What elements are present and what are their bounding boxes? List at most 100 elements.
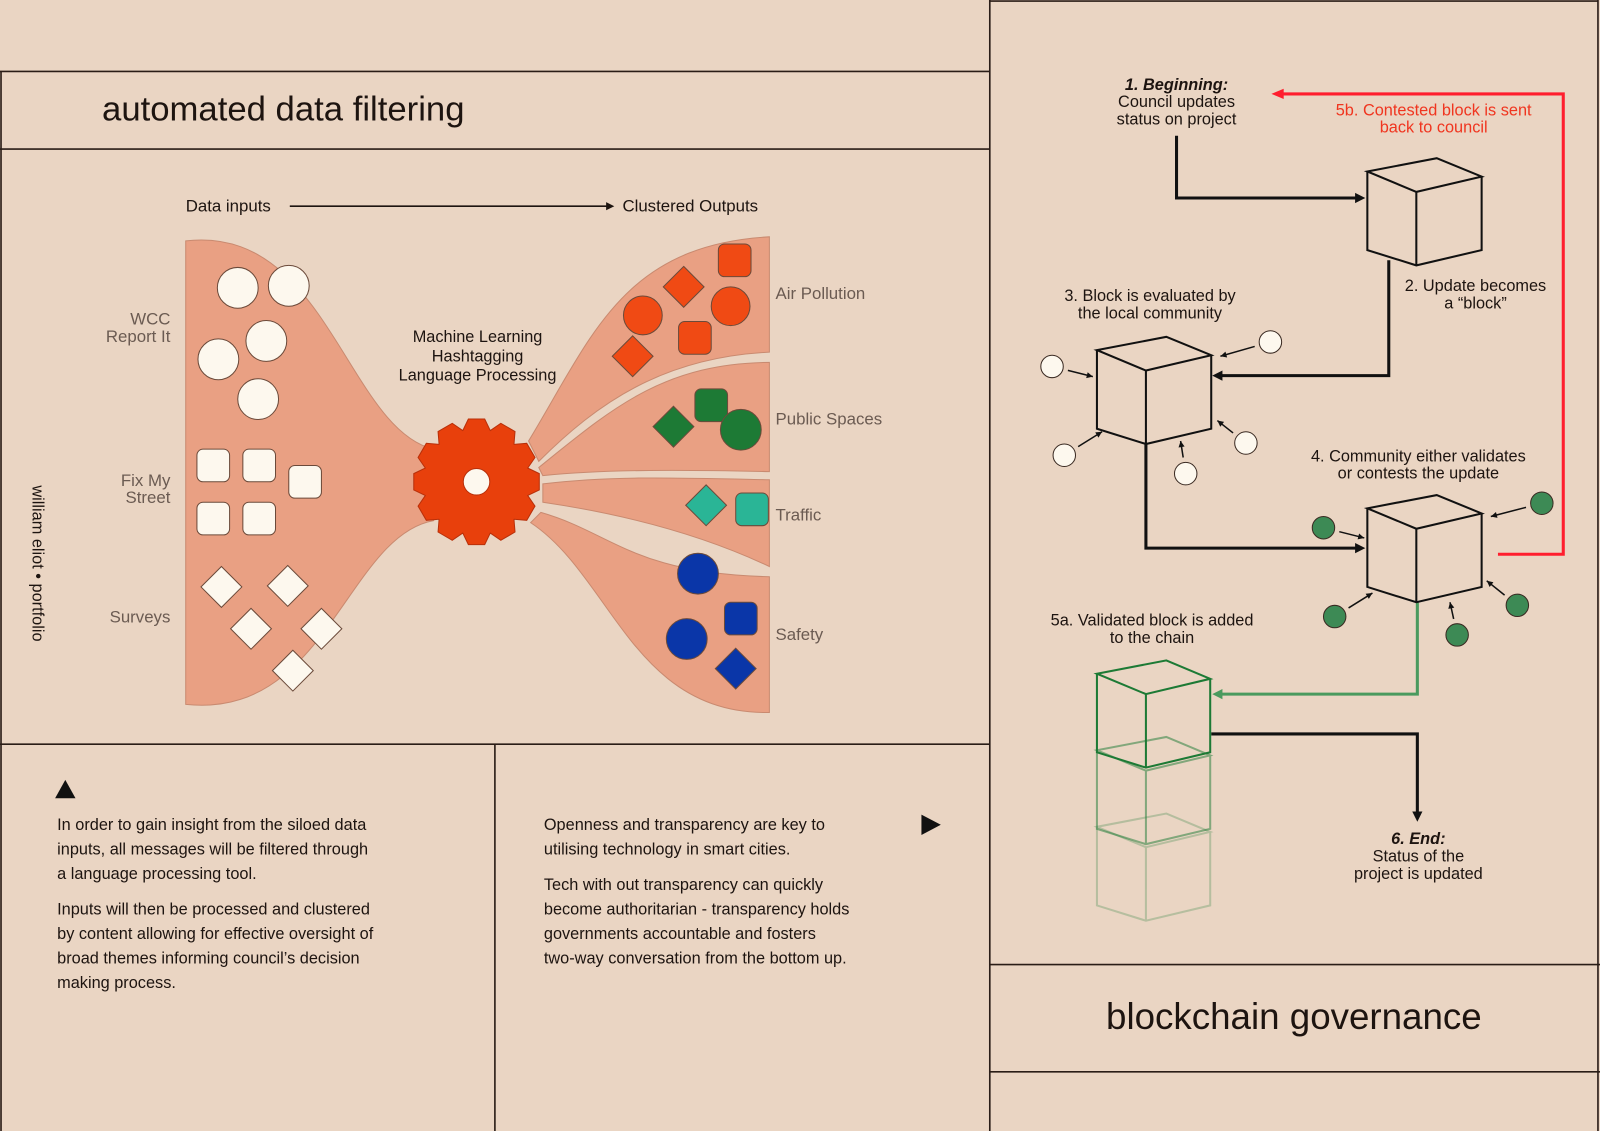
community-members bbox=[1040, 330, 1554, 647]
input-label: Street bbox=[126, 488, 171, 507]
output-label: Safety bbox=[776, 625, 824, 644]
step4-text: or contests the update bbox=[1338, 465, 1499, 483]
arrow-heads bbox=[1212, 88, 1423, 822]
vote-arrow-head bbox=[1217, 420, 1225, 427]
arrow-council-to-block bbox=[1175, 135, 1358, 200]
input-circle bbox=[197, 338, 240, 381]
input-square bbox=[242, 448, 277, 483]
flow-end-label: Clustered Outputs bbox=[622, 196, 758, 215]
vote-arrow-head bbox=[1448, 602, 1455, 609]
community-member-icon bbox=[1530, 491, 1554, 515]
community-member-icon bbox=[1445, 623, 1469, 647]
step-labels: 1. Beginning: Council updates status on … bbox=[1051, 76, 1547, 883]
input-label: Fix My bbox=[121, 471, 171, 490]
arrow-evaluation-to-vote bbox=[1144, 444, 1358, 550]
step6-heading: 6. End: bbox=[1391, 830, 1445, 848]
arrow-contested bbox=[1281, 92, 1565, 556]
block-update bbox=[1363, 157, 1485, 267]
input-label: Report It bbox=[106, 327, 171, 346]
block-evaluation bbox=[1093, 335, 1215, 446]
step5b-text: 5b. Contested block is sent bbox=[1336, 101, 1532, 119]
step2-text: 2. Update becomes bbox=[1405, 277, 1546, 295]
portfolio-credit: william eliot • portfolio bbox=[29, 484, 47, 641]
output-labels: Air Pollution Public Spaces Traffic Safe… bbox=[776, 284, 883, 644]
blocks bbox=[1093, 157, 1485, 922]
flow-connectors bbox=[1144, 92, 1565, 814]
vote-arrow-head bbox=[1357, 533, 1365, 540]
chain-block-faded bbox=[1093, 735, 1214, 846]
air-square bbox=[717, 243, 752, 278]
paragraph-line: In order to gain insight from the siloed… bbox=[57, 816, 367, 834]
input-circle bbox=[237, 378, 280, 421]
flow-arrow-head bbox=[606, 202, 615, 211]
safety-square bbox=[723, 601, 758, 636]
vote-arrow-head bbox=[1095, 431, 1103, 438]
arrow-validated bbox=[1220, 602, 1419, 696]
text-column-1: In order to gain insight from the siloed… bbox=[57, 816, 374, 992]
input-label: Surveys bbox=[110, 608, 171, 627]
step3-text: 3. Block is evaluated by bbox=[1064, 287, 1236, 305]
vote-arrow-head bbox=[1178, 440, 1185, 448]
community-member-icon bbox=[1052, 443, 1077, 467]
community-member-icon bbox=[1234, 431, 1258, 455]
public-square bbox=[694, 388, 729, 423]
input-diamond bbox=[266, 564, 309, 608]
paragraph-line: Inputs will then be processed and cluste… bbox=[57, 901, 370, 919]
chain-block-faded bbox=[1093, 812, 1214, 922]
paragraph-line: governments accountable and fosters bbox=[544, 925, 816, 943]
output-label: Traffic bbox=[776, 506, 822, 525]
safety-circle bbox=[665, 618, 708, 660]
paragraph-line: a language processing tool. bbox=[57, 865, 256, 883]
step1-text: status on project bbox=[1117, 111, 1237, 129]
vote-arrow-head bbox=[1086, 372, 1093, 379]
input-diamond bbox=[271, 649, 314, 692]
input-square bbox=[196, 501, 231, 536]
cube-sides bbox=[1366, 508, 1483, 604]
vote-arrow-head bbox=[1220, 351, 1228, 358]
page-title-left: automated data filtering bbox=[102, 90, 464, 128]
text-column-2: Openness and transparency are key to uti… bbox=[544, 816, 850, 968]
block-vote bbox=[1363, 494, 1485, 604]
gear-icon bbox=[413, 418, 540, 546]
cube-sides bbox=[1095, 350, 1213, 446]
paragraph-line: broad themes informing council’s decisio… bbox=[57, 950, 359, 968]
paragraph-line: inputs, all messages will be filtered th… bbox=[57, 840, 368, 858]
air-diamond bbox=[611, 335, 654, 378]
next-arrow-icon[interactable] bbox=[921, 814, 941, 835]
cube-sides bbox=[1366, 171, 1483, 267]
community-member-icon bbox=[1258, 330, 1283, 354]
traffic-diamond bbox=[684, 484, 728, 527]
input-square bbox=[196, 448, 231, 483]
paragraph-line: two-way conversation from the bottom up. bbox=[544, 950, 847, 968]
air-circle bbox=[710, 286, 751, 327]
step1-text: Council updates bbox=[1118, 93, 1235, 111]
step5b-text: back to council bbox=[1380, 119, 1488, 137]
paragraph-line: Tech with out transparency can quickly bbox=[544, 876, 824, 894]
public-circle bbox=[719, 408, 762, 451]
processor-label: Language Processing bbox=[399, 367, 557, 385]
paragraph-line: making process. bbox=[57, 974, 176, 992]
input-circle bbox=[216, 266, 259, 309]
step3-text: the local community bbox=[1078, 304, 1223, 322]
output-label: Air Pollution bbox=[776, 284, 866, 303]
community-member-icon bbox=[1173, 461, 1198, 486]
public-diamond bbox=[652, 405, 695, 448]
paragraph-line: become authoritarian - transparency hold… bbox=[544, 901, 850, 919]
chain-block-validated bbox=[1093, 659, 1214, 769]
step6-text: Status of the bbox=[1373, 848, 1465, 866]
safety-diamond bbox=[714, 647, 757, 690]
branch-air-pollution bbox=[527, 236, 770, 463]
paragraph-line: Openness and transparency are key to bbox=[544, 816, 825, 834]
paragraph-line: by content allowing for effective oversi… bbox=[57, 925, 374, 943]
input-square bbox=[242, 501, 277, 536]
community-member-icon bbox=[1322, 604, 1347, 629]
community-member-icon bbox=[1505, 593, 1530, 618]
vote-arrow-head bbox=[1365, 593, 1373, 599]
step1-heading: 1. Beginning: bbox=[1125, 76, 1228, 94]
safety-circle bbox=[677, 552, 719, 595]
data-shapes bbox=[196, 243, 769, 692]
input-label: WCC bbox=[130, 310, 170, 329]
up-triangle-icon[interactable] bbox=[55, 779, 76, 799]
flow-start-label: Data inputs bbox=[186, 196, 271, 215]
